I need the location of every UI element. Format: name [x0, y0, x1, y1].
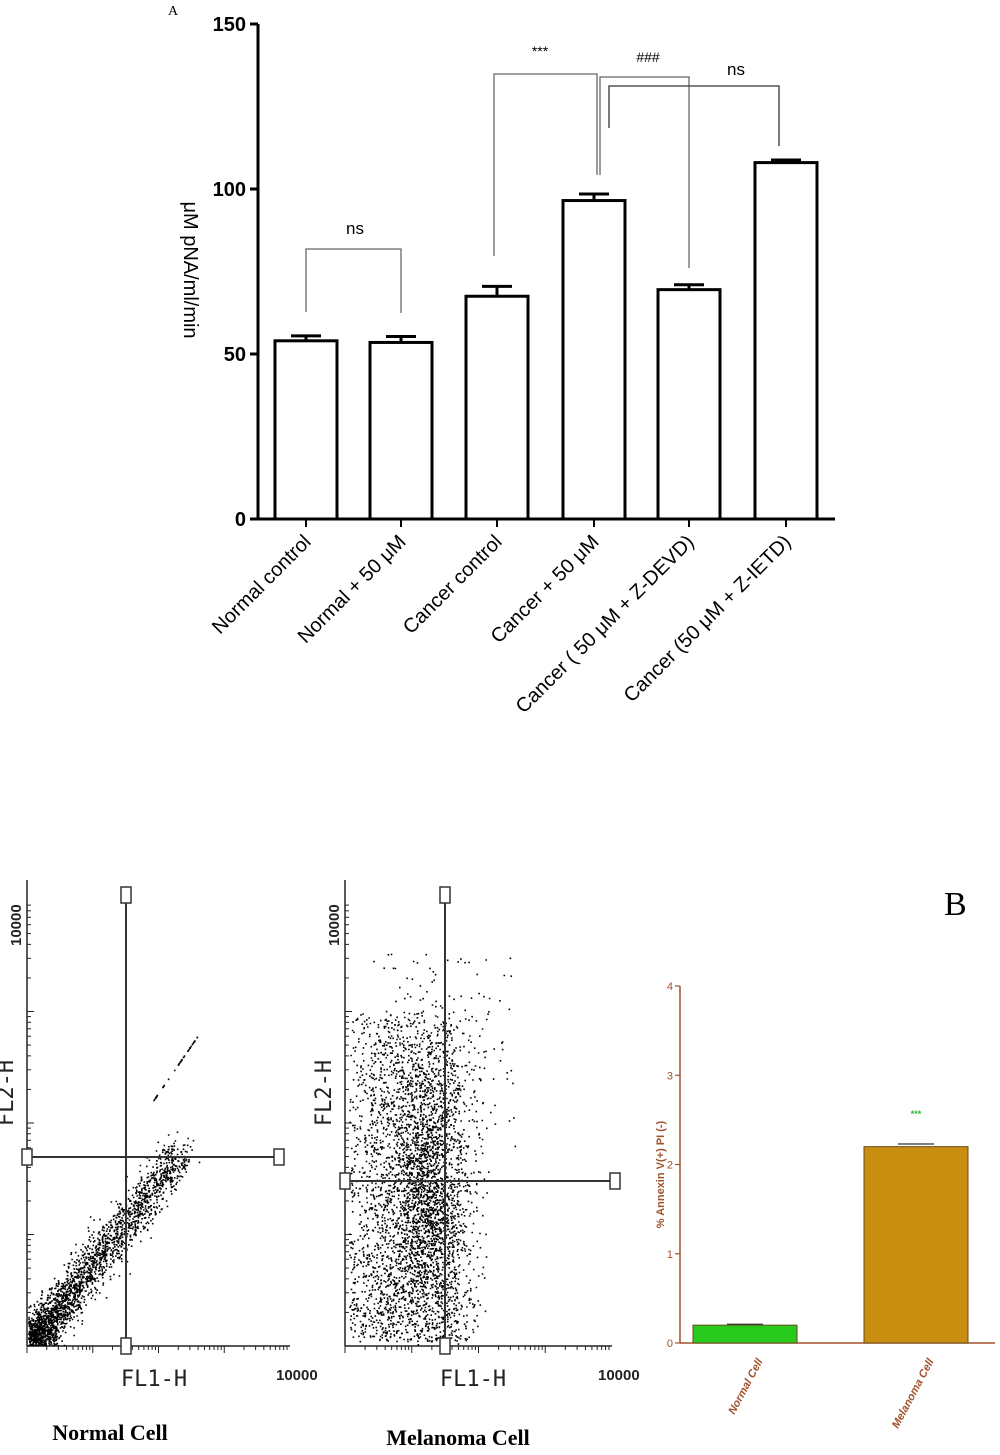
quadrant-handle	[21, 1148, 33, 1166]
x-tick-label: Cancer ( 50 μM + Z-DEVD)	[512, 531, 699, 718]
panel-a-label: A	[168, 4, 179, 19]
flow-caption-normal: Normal Cell	[52, 1420, 167, 1445]
panel-b-bar	[692, 1324, 798, 1344]
flow-y-max-label: 10000	[326, 904, 343, 946]
flow-x-label: FL1-H	[121, 1367, 187, 1392]
panel-b-label: B	[944, 886, 967, 923]
flow-y-max-label: 10000	[8, 904, 25, 946]
x-tick-label: Cancer (50 μM + Z-IETD)	[620, 531, 796, 707]
bar	[368, 340, 434, 521]
flow-y-label: FL2-H	[312, 1060, 337, 1126]
significance-bracket	[305, 248, 402, 313]
panel-b-x-tick-label: Melanoma Cell	[890, 1356, 937, 1430]
bar	[464, 294, 530, 521]
flow-caption-melanoma: Melanoma Cell	[386, 1425, 530, 1450]
bar	[561, 199, 627, 521]
significance-bracket	[493, 73, 598, 256]
flow-dots	[349, 953, 517, 1346]
flow-x-label: FL1-H	[440, 1367, 506, 1392]
panel-a-y-axis-label: μM pNA/ml/min	[179, 201, 201, 338]
flow-y-label: FL2-H	[0, 1060, 19, 1126]
panel-b-x-tick-label: Normal Cell	[726, 1356, 766, 1416]
x-tick-label: Cancer control	[399, 531, 507, 639]
flow-x-max-label: 10000	[598, 1367, 640, 1384]
significance-label: ###	[636, 49, 660, 65]
significance-label: ns	[346, 219, 364, 238]
flow-x-max-label: 10000	[276, 1367, 318, 1384]
quadrant-handle	[609, 1172, 621, 1190]
quadrant-handle	[339, 1172, 351, 1190]
panel-b-y-tick-label: 0	[667, 1338, 673, 1350]
flow-plot-normal: FL2-H FL1-H 10000 10000	[0, 880, 318, 1392]
panel-b-significance: ***	[911, 1109, 922, 1119]
quadrant-handle	[120, 1337, 132, 1355]
y-tick-label: 100	[213, 179, 246, 201]
panel-b-y-tick-label: 2	[667, 1160, 673, 1172]
significance-label: ns	[727, 60, 745, 79]
quadrant-handle	[273, 1148, 285, 1166]
quadrant-handle	[120, 886, 132, 904]
y-tick-label: 150	[213, 14, 246, 36]
panel-b-bar	[863, 1146, 969, 1344]
bar	[656, 288, 722, 521]
flow-dots	[28, 1036, 201, 1347]
panel-b-y-tick-label: 3	[667, 1070, 673, 1082]
significance-label: ***	[532, 43, 549, 59]
quadrant-handle	[439, 1337, 451, 1355]
panel-b-chart: 0 1 2 3 4 % Annexin V(+) PI (-) Normal Cell Mel…	[655, 981, 995, 1430]
significance-bracket	[599, 76, 690, 268]
panel-b-y-tick-label: 1	[667, 1249, 673, 1261]
y-tick-label: 0	[235, 509, 246, 531]
flow-plot-melanoma: FL2-H FL1-H 10000 10000	[312, 880, 640, 1392]
bar	[273, 339, 339, 521]
significance-bracket	[608, 85, 780, 146]
bar	[753, 161, 819, 521]
x-tick-label: Normal control	[208, 531, 316, 639]
panel-b-y-tick-label: 4	[667, 981, 673, 993]
quadrant-handle	[439, 886, 451, 904]
panel-b-y-axis-label: % Annexin V(+) PI (-)	[655, 1120, 667, 1228]
y-tick-label: 50	[224, 344, 246, 366]
